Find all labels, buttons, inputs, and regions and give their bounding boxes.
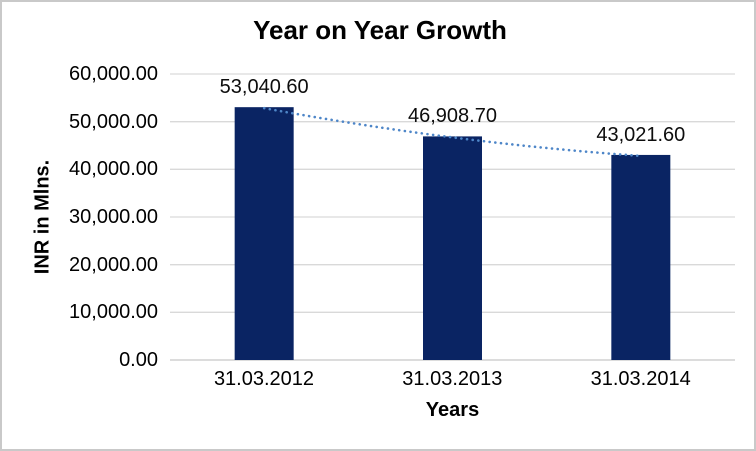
bar-31.03.2013 (423, 136, 482, 360)
y-tick-label: 30,000.00 (69, 206, 158, 228)
y-tick-label: 0.00 (119, 349, 158, 371)
x-axis-title: Years (425, 399, 480, 421)
x-tick-label: 31.03.2012 (213, 368, 315, 390)
bar-value-label: 43,021.60 (596, 123, 686, 146)
chart-title: Year on Year Growth (253, 15, 507, 45)
y-tick-label: 10,000.00 (69, 301, 158, 324)
y-tick-label: 60,000.00 (69, 63, 158, 85)
bar-31.03.2012 (234, 107, 294, 360)
y-tick-label: 50,000.00 (69, 110, 158, 133)
bar-value-label: 53,040.60 (219, 76, 309, 99)
x-tick-label: 31.03.2013 (402, 368, 503, 390)
bar-value-label: 46,908.70 (408, 105, 497, 128)
x-tick-label: 31.03.2014 (590, 368, 691, 390)
trendline (262, 106, 643, 158)
bar-31.03.2014 (611, 154, 671, 360)
y-tick-label: 40,000.00 (69, 158, 158, 181)
y-tick-label: 20,000.00 (69, 253, 158, 276)
